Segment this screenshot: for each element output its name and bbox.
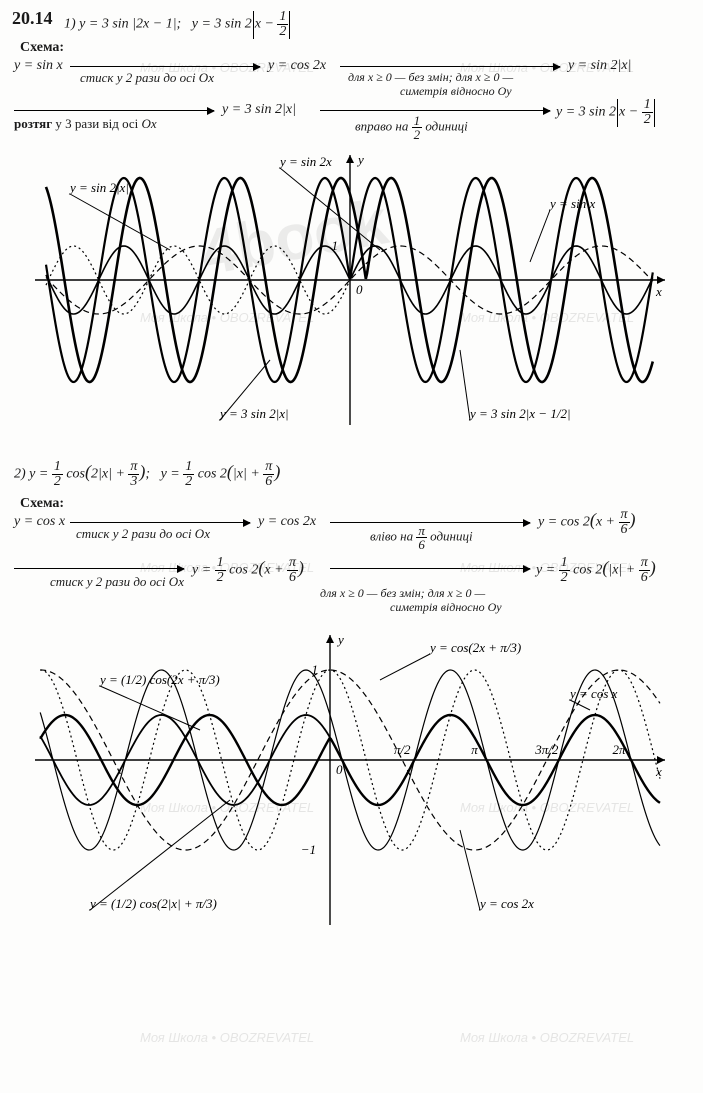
- svg-text:x: x: [655, 764, 662, 779]
- s2-mid: y = 3 sin 2|x|: [222, 102, 296, 118]
- p2s2-capRa: для x ≥ 0 — без змін; для x ≥ 0 —: [320, 586, 485, 601]
- chart-2: yx01−1π/2π3π/22πy = cos(2x + π/3)y = cos…: [30, 630, 670, 930]
- arrow-1b: [340, 66, 560, 67]
- p2s1-right: y = cos 2(x + π6): [538, 508, 636, 537]
- s1-left: y = sin x: [14, 58, 63, 74]
- scheme-label-1: Схема:: [20, 40, 64, 56]
- scheme-label-2: Схема:: [20, 496, 64, 512]
- svg-text:y = 3 sin 2|x|: y = 3 sin 2|x|: [218, 406, 289, 421]
- svg-text:y = (1/2) cos(2|x| + π/3): y = (1/2) cos(2|x| + π/3): [88, 896, 217, 911]
- svg-text:0: 0: [356, 282, 363, 297]
- svg-text:π/2: π/2: [394, 742, 411, 757]
- svg-text:0: 0: [336, 762, 343, 777]
- p2s1-cap2: вліво на π6 одиниці: [370, 524, 473, 551]
- s2-capR: вправо на 12 одиниці: [355, 114, 468, 141]
- s1-cap2a: для x ≥ 0 — без змін; для x ≥ 0 —: [348, 70, 513, 85]
- s1-caption: стиск у 2 рази до осі Ox: [80, 70, 214, 86]
- s2-capL: розтяг у 3 рази від осі Ox: [14, 116, 157, 132]
- chart-1: yx01y = sin 2|x|y = sin 2xy = sin xy = 3…: [30, 150, 670, 430]
- svg-text:y = cos(2x + π/3): y = cos(2x + π/3): [428, 640, 521, 655]
- s1-mid: y = cos 2x: [268, 58, 326, 74]
- p2s2-mid: y = 12 cos 2(x + π6): [192, 556, 304, 585]
- svg-text:y = sin 2x: y = sin 2x: [278, 154, 332, 169]
- arrow-2a: [14, 110, 214, 111]
- s1-cap2b: симетрія відносно Oy: [400, 84, 512, 99]
- svg-text:−1: −1: [301, 842, 316, 857]
- watermark-10: Моя Школа • OBOZREVATEL: [460, 1030, 634, 1045]
- s1-right: y = sin 2|x|: [568, 58, 631, 74]
- svg-text:y = 3 sin 2|x − 1/2|: y = 3 sin 2|x − 1/2|: [468, 406, 571, 421]
- watermark-9: Моя Школа • OBOZREVATEL: [140, 1030, 314, 1045]
- arrow-p2-2a: [14, 568, 184, 569]
- part1-given: 1) y = 3 sin |2x − 1|; y = 3 sin 2x − 12: [64, 10, 291, 39]
- svg-text:y = cos 2x: y = cos 2x: [478, 896, 534, 911]
- p2s2-capL: стиск у 2 рази до осі Ox: [50, 574, 184, 590]
- arrow-p2-1b: [330, 522, 530, 523]
- problem-number: 20.14: [12, 8, 53, 29]
- svg-text:y = sin 2|x|: y = sin 2|x|: [68, 180, 129, 195]
- p2s1-mid: y = cos 2x: [258, 514, 316, 530]
- svg-text:y = sin x: y = sin x: [548, 196, 595, 211]
- p2s1-left: y = cos x: [14, 514, 65, 530]
- arrow-p2-1a: [70, 522, 250, 523]
- svg-text:x: x: [655, 284, 662, 299]
- arrow-2b: [320, 110, 550, 111]
- p2s2-right: y = 12 cos 2(|x| + π6): [536, 556, 656, 585]
- arrow-1a: [70, 66, 260, 67]
- svg-text:y = (1/2) cos(2x + π/3): y = (1/2) cos(2x + π/3): [98, 672, 220, 687]
- svg-text:y: y: [356, 152, 364, 167]
- p2s1-cap: стиск у 2 рази до осі Ox: [76, 526, 210, 542]
- part2-given: 2) y = 12 cos(2|x| + π3); y = 12 cos 2(|…: [14, 460, 280, 489]
- s2-right: y = 3 sin 2x − 12: [556, 98, 656, 127]
- p2s2-capRb: симетрія відносно Oy: [390, 600, 502, 615]
- svg-text:y = cos x: y = cos x: [568, 686, 618, 701]
- svg-text:y: y: [336, 632, 344, 647]
- arrow-p2-2b: [330, 568, 530, 569]
